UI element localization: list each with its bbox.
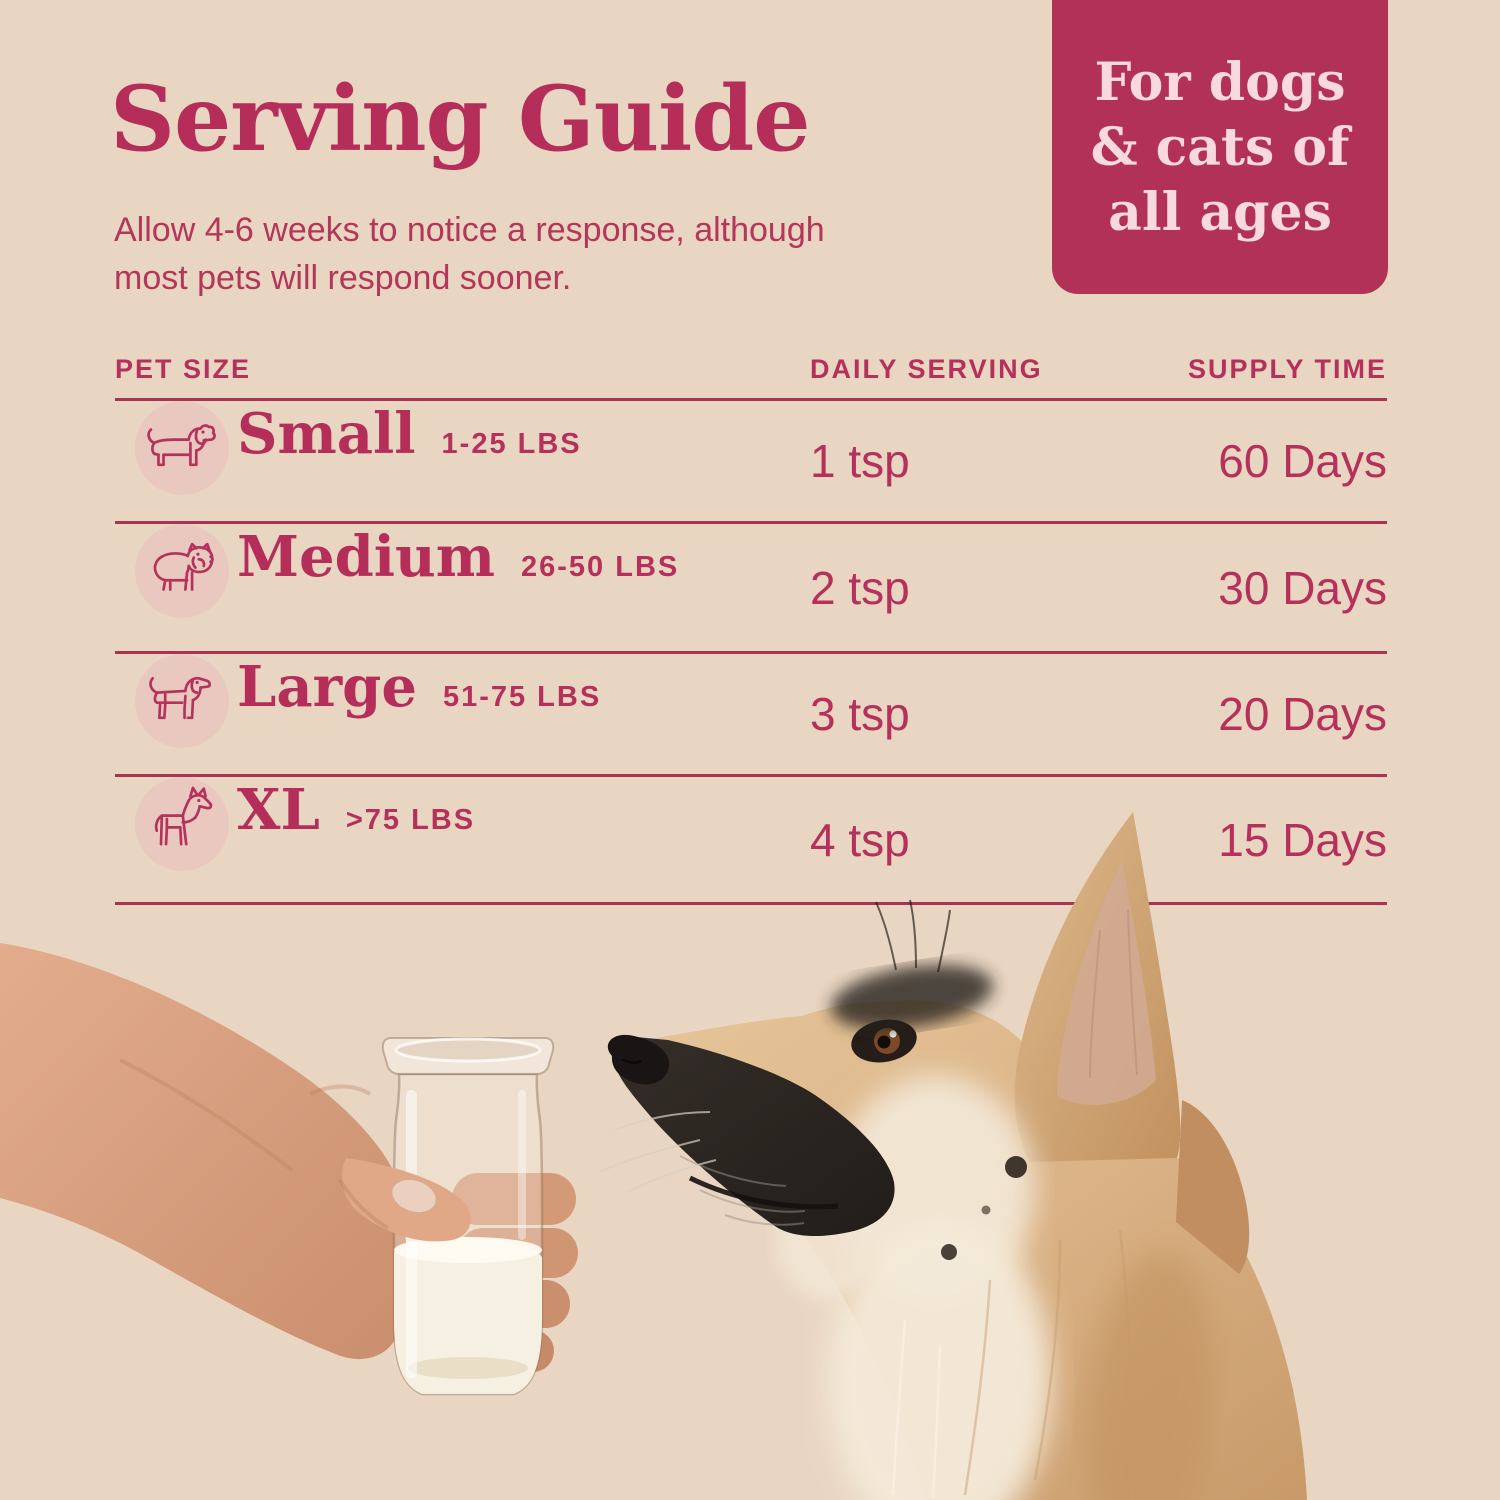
column-header-pet-size: PET SIZE [115, 354, 252, 384]
dog-illustration [599, 812, 1307, 1500]
column-header-daily-serving: DAILY SERVING [810, 354, 1043, 384]
subtitle-line-2: most pets will respond sooner. [114, 259, 572, 297]
supply-time-value: 60 Days [1218, 435, 1387, 487]
pet-size-label: Small 1-25 LBS [237, 401, 582, 467]
pet-weight-range: 26-50 LBS [521, 551, 680, 583]
page-title: Serving Guide [110, 66, 811, 172]
product-photo [0, 812, 1307, 1500]
serving-table-header: PET SIZE DAILY SERVING SUPPLY TIME [115, 352, 1387, 401]
milk-jar-illustration [338, 1037, 555, 1396]
retriever-icon [135, 654, 229, 748]
daily-serving-value: 2 tsp [810, 561, 910, 614]
bulldog-icon [135, 524, 229, 618]
audience-badge: For dogs & cats of all ages [1052, 0, 1388, 294]
daily-serving-value: 4 tsp [810, 813, 910, 866]
supply-time-value: 20 Days [1218, 688, 1387, 740]
pet-size-label: XL >75 LBS [237, 777, 476, 843]
pet-size-label: Large 51-75 LBS [237, 654, 602, 720]
table-row-xl: XL >75 LBS 4 tsp 15 Days [115, 777, 1387, 905]
pet-weight-range: 51-75 LBS [442, 681, 602, 713]
supply-time-value: 15 Days [1218, 813, 1387, 866]
pet-weight-range: 1-25 LBS [441, 428, 582, 460]
table-row-small: Small 1-25 LBS 1 tsp 60 Days [115, 401, 1387, 524]
great-dane-icon [135, 777, 229, 871]
table-row-medium: Medium 26-50 LBS 2 tsp 30 Days [115, 524, 1387, 654]
pet-size-label: Medium 26-50 LBS [237, 524, 680, 590]
badge-line-1: For dogs [1094, 51, 1346, 113]
column-header-supply-time: SUPPLY TIME [1187, 354, 1387, 384]
table-row-large: Large 51-75 LBS 3 tsp 20 Days [115, 654, 1387, 777]
page-subtitle: Allow 4-6 weeks to notice a response, al… [114, 206, 825, 302]
daily-serving-value: 3 tsp [810, 688, 910, 740]
daily-serving-value: 1 tsp [810, 435, 910, 487]
dachshund-icon [135, 401, 229, 495]
supply-time-value: 30 Days [1218, 561, 1387, 614]
pet-weight-range: >75 LBS [345, 804, 476, 836]
serving-table: PET SIZE DAILY SERVING SUPPLY TIME [115, 352, 1387, 905]
subtitle-line-1: Allow 4-6 weeks to notice a response, al… [114, 211, 825, 249]
badge-line-2: & cats of [1090, 116, 1350, 178]
badge-line-3: all ages [1108, 181, 1332, 243]
